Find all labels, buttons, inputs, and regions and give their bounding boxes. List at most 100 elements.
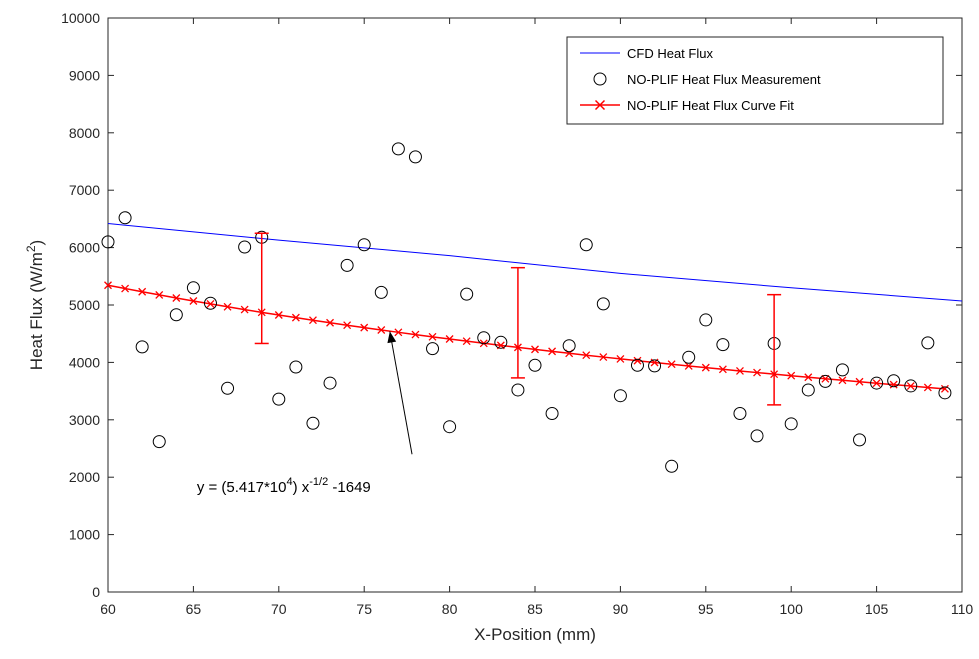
curve-fit-x-marker	[855, 377, 864, 386]
measurement-point	[186, 281, 200, 295]
series-layer	[101, 142, 963, 473]
annotation-arrow-head	[387, 331, 397, 344]
measurement-point	[408, 150, 422, 164]
curve-fit-x-marker	[889, 380, 898, 389]
x-tick-label: 90	[613, 601, 629, 617]
curve-fit-x-marker	[377, 326, 386, 334]
curve-fit-x-marker	[206, 299, 215, 308]
y-tick-label: 7000	[69, 182, 100, 198]
curve-fit-x-marker	[599, 353, 608, 362]
x-axis-label: X-Position (mm)	[474, 625, 596, 644]
measurement-point	[203, 296, 217, 310]
curve-fit-x-marker	[326, 318, 334, 327]
curve-fit-x-marker	[633, 356, 642, 365]
curve-fit-x-marker	[240, 305, 249, 314]
measurement-point	[391, 142, 405, 156]
curve-fit-x-marker	[872, 379, 881, 388]
y-axis-label-main: Heat Flux (W/m	[27, 252, 46, 370]
fit-equation-part: ) x	[293, 479, 310, 496]
y-axis-label: Heat Flux (W/m2)	[24, 240, 46, 370]
measurement-point	[443, 420, 457, 434]
y-tick-label: 5000	[69, 297, 100, 313]
legend-measurement-label: NO-PLIF Heat Flux Measurement	[627, 72, 821, 87]
measurement-point	[921, 336, 935, 350]
y-axis-ticks: 0 1000 2000 3000 4000 5000 6000 7000 8000 9000 100…	[61, 10, 962, 600]
curve-fit-x-marker	[548, 347, 557, 356]
legend-measurement-circle-icon	[593, 72, 607, 86]
measurement-point	[579, 238, 593, 252]
y-tick-label: 6000	[69, 240, 100, 256]
measurement-point	[562, 339, 576, 353]
measurement-point	[357, 238, 371, 252]
measurement-point	[101, 235, 115, 249]
curve-fit-x-marker	[787, 371, 796, 380]
legend: CFD Heat Flux NO-PLIF Heat Flux Measurem…	[566, 36, 944, 125]
curve-fit-x-marker	[155, 290, 164, 299]
legend-fit-label: NO-PLIF Heat Flux Curve Fit	[627, 98, 794, 113]
measurement-point	[545, 406, 559, 420]
x-tick-label: 85	[527, 601, 543, 617]
curve-fit-x-marker	[343, 321, 352, 330]
x-tick-label: 65	[186, 601, 202, 617]
curve-fit-x-marker	[804, 373, 813, 382]
legend-fit-x-marker-icon	[594, 99, 606, 111]
measurement-point	[716, 338, 730, 352]
measurement-point	[904, 379, 918, 393]
measurement-point	[665, 459, 679, 473]
measurement-point	[699, 313, 713, 327]
curve-fit-x-marker	[360, 323, 369, 332]
x-tick-label: 110	[951, 601, 974, 617]
measurement-point	[784, 417, 798, 431]
x-tick-label: 60	[100, 601, 116, 617]
measurement-point	[801, 383, 815, 397]
measurement-point	[528, 358, 542, 372]
measurement-point	[853, 433, 867, 447]
fit-equation-part: y = (5.417*10	[197, 479, 287, 496]
y-tick-label: 2000	[69, 469, 100, 485]
curve-fit-x-marker	[428, 332, 437, 341]
measurement-point	[135, 340, 149, 354]
y-tick-label: 10000	[61, 10, 100, 26]
measurement-point	[238, 240, 252, 254]
measurement-point	[733, 406, 747, 420]
curve-fit-x-marker	[445, 335, 454, 343]
curve-fit-x-marker	[309, 316, 317, 325]
measurement-point	[374, 285, 388, 299]
fit-equation-superscript: -1/2	[309, 476, 328, 488]
measurement-point	[289, 360, 303, 374]
fit-equation-superscript: 4	[286, 476, 292, 488]
curve-fit-x-marker	[189, 297, 198, 305]
measurement-point	[152, 435, 166, 449]
fit-equation-part: -1649	[328, 479, 371, 496]
measurement-point	[870, 376, 884, 390]
curve-fit-x-marker	[821, 374, 830, 383]
y-tick-label: 0	[92, 584, 100, 600]
curve-fit-x-marker	[667, 360, 676, 369]
y-tick-label: 9000	[69, 67, 100, 83]
measurement-point	[818, 374, 832, 388]
curve-fit-x-marker	[291, 313, 300, 322]
x-tick-label: 70	[271, 601, 287, 617]
y-tick-label: 4000	[69, 354, 100, 370]
y-axis-label-superscript: 2	[24, 245, 38, 252]
x-tick-label: 75	[356, 601, 372, 617]
x-tick-label: 105	[865, 601, 889, 617]
measurement-point	[682, 350, 696, 364]
measurement-point	[118, 211, 132, 225]
y-tick-label: 3000	[69, 412, 100, 428]
curve-fit-x-marker	[940, 384, 949, 393]
measurement-point	[272, 392, 286, 406]
curve-fit-x-marker	[274, 311, 283, 319]
measurement-point	[460, 287, 474, 301]
measurement-point	[835, 363, 849, 377]
curve-fit-x-marker	[701, 363, 710, 372]
y-tick-label: 1000	[69, 527, 100, 543]
curve-fit-x-marker	[684, 361, 693, 370]
y-tick-label: 8000	[69, 125, 100, 141]
curve-fit-line	[107, 284, 945, 390]
curve-fit-x-marker	[121, 284, 130, 293]
measurement-point	[323, 376, 337, 390]
curve-fit-x-marker	[582, 351, 591, 360]
measurement-point	[613, 389, 627, 403]
